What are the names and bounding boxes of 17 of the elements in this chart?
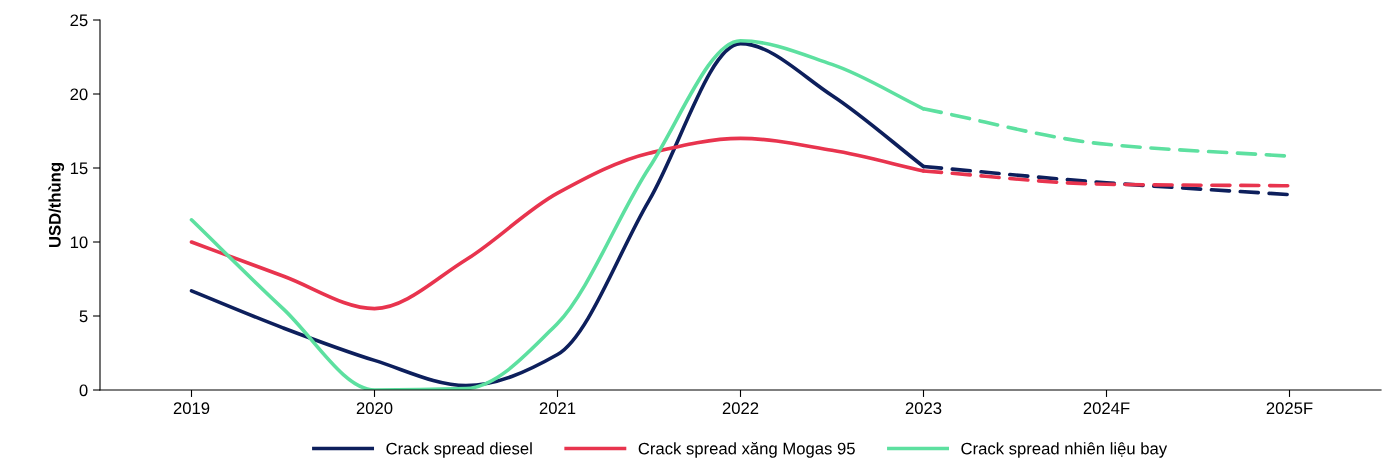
x-tick-label: 2024F <box>1083 402 1130 415</box>
x-tick-label: 2025F <box>1266 402 1313 415</box>
y-tick-label: 10 <box>70 236 88 249</box>
x-tick-label: 2021 <box>539 402 576 415</box>
y-tick-label: 15 <box>70 162 88 175</box>
x-tick-label: 2019 <box>173 402 210 415</box>
y-tick-label: 0 <box>79 384 88 397</box>
legend-label: Crack spread nhiên liệu bay <box>961 442 1168 458</box>
y-tick-label: 20 <box>70 88 88 101</box>
y-tick-label: 5 <box>79 310 88 323</box>
x-tick-label: 2022 <box>722 402 759 415</box>
y-axis-title: USD/thùng <box>48 163 65 248</box>
legend-label: Crack spread xăng Mogas 95 <box>638 442 855 458</box>
y-tick-label: 25 <box>70 14 88 27</box>
legend-label: Crack spread diesel <box>386 442 532 458</box>
x-tick-label: 2023 <box>905 402 942 415</box>
x-tick-label: 2020 <box>356 402 393 415</box>
